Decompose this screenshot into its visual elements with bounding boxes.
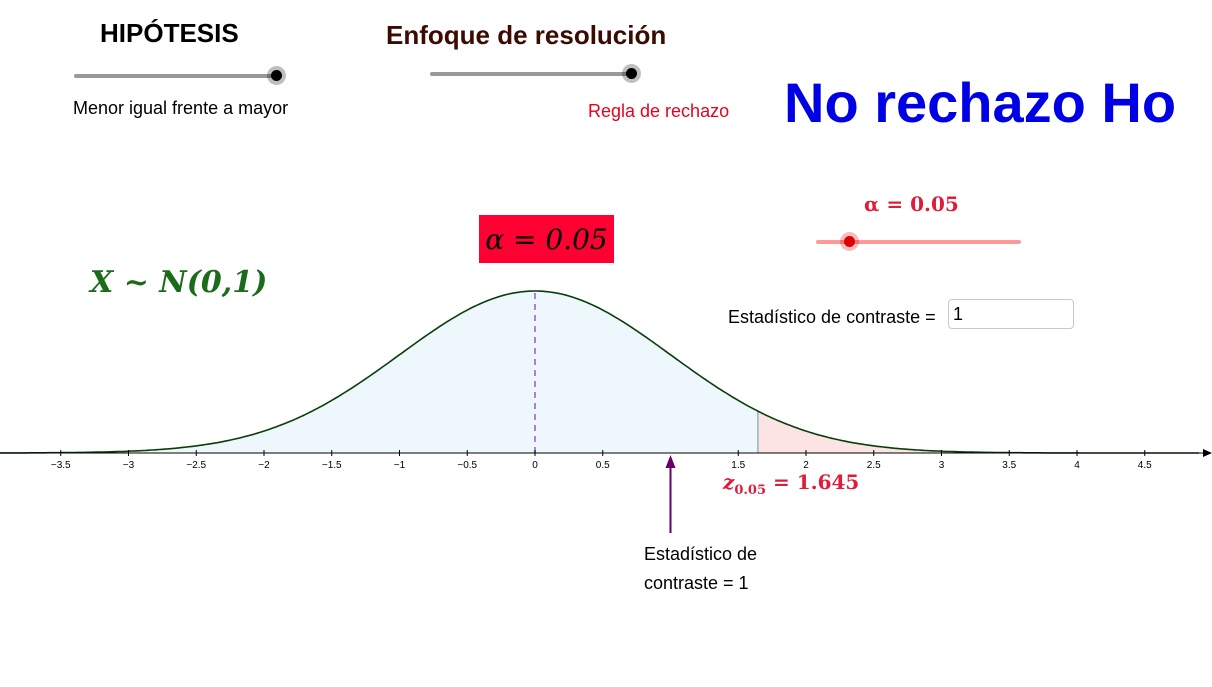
x-tick-label: 2 — [803, 460, 809, 471]
x-tick-label: −1 — [394, 460, 406, 471]
approach-title: Enfoque de resolución — [386, 20, 667, 50]
critical-value-text: = 1.645 — [773, 470, 860, 494]
statistic-arrow-label-line2: contraste = 1 — [644, 573, 749, 593]
x-tick-label: −2.5 — [186, 460, 206, 471]
x-tick-label: 0.5 — [596, 460, 610, 471]
x-tick-label: −0.5 — [457, 460, 477, 471]
approach-caption: Regla de rechazo — [588, 101, 730, 121]
approach-slider-knob[interactable] — [626, 68, 637, 79]
x-tick-label: −3.5 — [51, 460, 71, 471]
statistic-arrowhead-icon — [665, 455, 676, 468]
hypothesis-title: HIPÓTESIS — [100, 18, 239, 48]
x-tick-label: 4.5 — [1138, 460, 1152, 471]
x-axis-arrow-icon — [1203, 449, 1212, 457]
alpha-slider-knob[interactable] — [844, 236, 855, 247]
statistic-label: Estadístico de contraste = — [728, 307, 936, 327]
alpha-slider-track[interactable] — [816, 240, 1021, 244]
hypothesis-caption: Menor igual frente a mayor — [73, 98, 289, 118]
statistic-arrow-label: Estadístico de contraste = 1 — [644, 540, 814, 598]
critical-value-subscript: 0.05 — [734, 483, 767, 498]
acceptance-region — [0, 291, 758, 453]
x-tick-label: −3 — [123, 460, 135, 471]
critical-value-symbol: z — [723, 470, 735, 494]
x-tick-label: 0 — [532, 460, 538, 471]
x-tick-label: 3.5 — [1002, 460, 1016, 471]
verdict-text: No rechazo Ho — [784, 71, 1177, 134]
hypothesis-slider-knob[interactable] — [271, 70, 282, 81]
alpha-display-box: α = 0.05 — [479, 215, 614, 263]
x-tick-label: 1.5 — [731, 460, 745, 471]
approach-slider-track[interactable] — [430, 72, 632, 76]
x-tick-label: 2.5 — [867, 460, 881, 471]
x-tick-label: 4 — [1074, 460, 1080, 471]
statistic-arrow-label-line1: Estadístico de — [644, 544, 758, 564]
x-tick-label: −1.5 — [322, 460, 342, 471]
distribution-label: X ~ N(0,1) — [90, 265, 268, 300]
rejection-region — [757, 411, 1199, 453]
hypothesis-slider-track[interactable] — [74, 74, 278, 78]
critical-value-label: z0.05 = 1.645 — [723, 470, 859, 498]
x-tick-label: 3 — [939, 460, 945, 471]
alpha-slider-label: α = 0.05 — [864, 192, 959, 216]
x-tick-label: −2 — [258, 460, 270, 471]
statistic-input[interactable] — [948, 299, 1074, 329]
